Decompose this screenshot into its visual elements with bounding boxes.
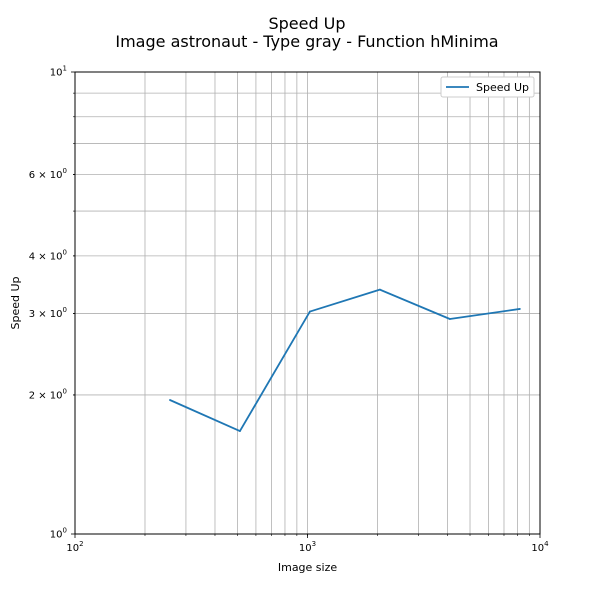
data-point bbox=[169, 399, 171, 401]
y-tick-label: 4 × 100 bbox=[29, 248, 67, 262]
x-tick-label: 104 bbox=[531, 540, 549, 554]
data-point bbox=[378, 288, 381, 291]
series-layer bbox=[169, 288, 521, 433]
data-point bbox=[308, 310, 311, 313]
legend-label: Speed Up bbox=[476, 81, 529, 94]
data-point bbox=[239, 430, 241, 433]
legend-box bbox=[440, 76, 535, 98]
axis-ticks: 102 103 104 100 2 × 100 3 × 100 4 × 100 6 × 100… bbox=[29, 65, 549, 555]
y-tick-label: 101 bbox=[50, 65, 67, 79]
plot-frame bbox=[74, 71, 541, 535]
data-point bbox=[518, 308, 521, 310]
chart-title: Speed Up bbox=[268, 14, 345, 33]
legend: Speed Up bbox=[440, 76, 535, 98]
grid bbox=[75, 72, 540, 534]
y-tick-label: 3 × 100 bbox=[29, 306, 67, 320]
x-tick-label: 103 bbox=[299, 540, 316, 554]
y-axis-label: Speed Up bbox=[9, 276, 22, 329]
y-tick-label: 2 × 100 bbox=[29, 387, 67, 401]
x-axis-label: Image size bbox=[278, 561, 338, 574]
y-tick-label: 100 bbox=[50, 527, 67, 541]
y-tick-label: 6 × 100 bbox=[29, 167, 67, 181]
chart-subtitle: Image astronaut - Type gray - Function h… bbox=[115, 32, 498, 51]
x-tick-label: 102 bbox=[66, 540, 83, 554]
series-line-speed-up bbox=[169, 288, 520, 433]
data-point bbox=[448, 318, 451, 320]
